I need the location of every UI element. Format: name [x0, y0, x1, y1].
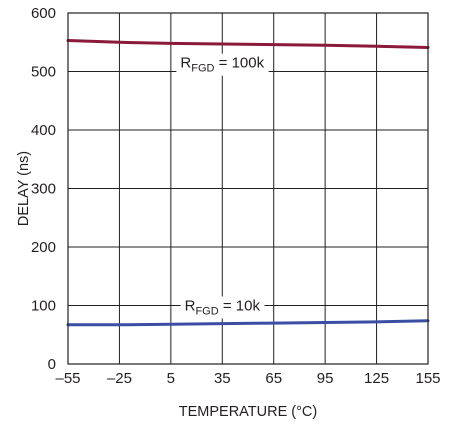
y-tick-label: 600 — [31, 5, 56, 22]
y-tick-labels: 0 100 200 300 400 500 600 — [31, 5, 56, 373]
x-tick-label: 65 — [265, 370, 282, 387]
plot-frame — [67, 12, 429, 365]
x-tick-label: –55 — [55, 370, 80, 387]
y-tick-label: 0 — [48, 356, 56, 373]
series-annotations: RFGD = 100k RFGD = 10k — [176, 53, 269, 319]
x-axis-label: TEMPERATURE (°C) — [179, 404, 317, 420]
series-label-text: RFGD = 10k — [185, 298, 261, 318]
series-label-text: RFGD = 100k — [180, 55, 264, 75]
x-tick-labels: –55 –25 5 35 65 95 125 155 — [55, 370, 440, 387]
series-lines — [66, 39, 430, 327]
y-tick-label: 100 — [31, 298, 56, 315]
y-tick-label: 400 — [31, 122, 56, 139]
series-line-0 — [66, 39, 430, 49]
y-axis-label: DELAY (ns) — [16, 151, 32, 226]
x-tick-label: 95 — [317, 370, 334, 387]
x-tick-label: 35 — [214, 370, 231, 387]
label-background — [176, 53, 269, 76]
y-tick-label: 500 — [31, 64, 56, 81]
y-tick-label: 200 — [31, 239, 56, 256]
x-tick-label: 5 — [167, 370, 175, 387]
series-label-1: RFGD = 10k — [180, 296, 265, 319]
x-tick-label: 155 — [415, 370, 440, 387]
series-label-0: RFGD = 100k — [176, 53, 269, 76]
x-tick-label: –25 — [107, 370, 132, 387]
label-background — [180, 296, 265, 319]
x-tick-label: 125 — [364, 370, 389, 387]
series-line-1 — [66, 319, 430, 327]
y-tick-label: 300 — [31, 181, 56, 198]
